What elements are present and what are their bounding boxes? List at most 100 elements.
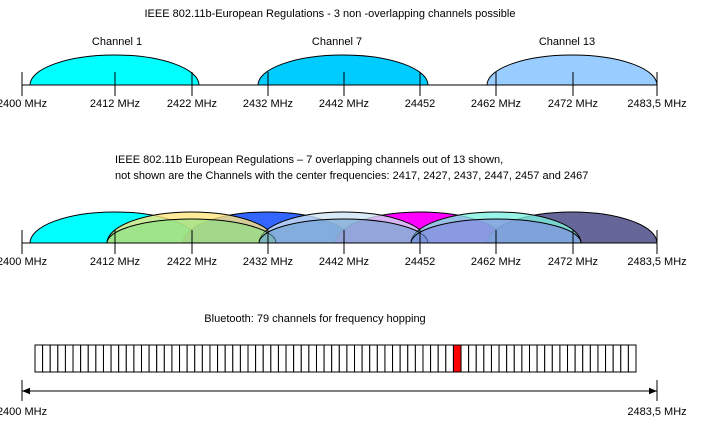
bt-channel bbox=[80, 344, 89, 373]
bt-channel bbox=[589, 344, 599, 373]
axis-label: 2462 MHz bbox=[471, 256, 521, 268]
axis-label: 2442 MHz bbox=[319, 256, 369, 268]
bt-channel bbox=[407, 344, 416, 373]
bt-channel bbox=[49, 344, 59, 373]
axis-label: 2442 MHz bbox=[319, 98, 369, 110]
bt-channel bbox=[87, 344, 97, 373]
bt-channel bbox=[209, 344, 219, 373]
axis-label: 24452 bbox=[405, 256, 436, 268]
bt-channel bbox=[300, 344, 310, 373]
bt-channel bbox=[392, 344, 401, 373]
bt-channel bbox=[141, 344, 150, 373]
bt-channel bbox=[171, 344, 181, 373]
bt-channel bbox=[422, 344, 432, 373]
bt-channel bbox=[460, 344, 470, 373]
bt-channel bbox=[475, 344, 485, 373]
bt-channel bbox=[95, 344, 104, 373]
axis-label: 2483,5 MHz bbox=[627, 406, 686, 418]
bt-channel bbox=[148, 344, 158, 373]
axis-label: 2432 MHz bbox=[243, 98, 293, 110]
channel-arc bbox=[257, 54, 429, 86]
bt-channel bbox=[186, 344, 196, 373]
title: IEEE 802.11b-European Regulations - 3 no… bbox=[145, 8, 516, 20]
axis-label: 2462 MHz bbox=[471, 98, 521, 110]
axis-label: 2483,5 MHz bbox=[627, 98, 686, 110]
axis-label: 2400 MHz bbox=[0, 256, 47, 268]
channel-label: Channel 13 bbox=[539, 36, 595, 48]
axis-label: 2483,5 MHz bbox=[627, 256, 686, 268]
bt-channel bbox=[156, 344, 165, 373]
bt-channel bbox=[255, 344, 264, 373]
bt-channel bbox=[445, 344, 454, 373]
axis-label: 2400 MHz bbox=[0, 98, 47, 110]
bt-channel bbox=[399, 344, 409, 373]
bt-channel bbox=[308, 344, 317, 373]
bt-channel bbox=[277, 344, 287, 373]
bt-channel bbox=[72, 344, 82, 373]
bt-channel bbox=[544, 344, 553, 373]
bt-channel bbox=[528, 344, 538, 373]
bt-channel bbox=[437, 344, 447, 373]
bt-channel bbox=[163, 344, 173, 373]
channel-label: Channel 1 bbox=[92, 36, 142, 48]
bt-channel bbox=[376, 344, 386, 373]
bt-channel bbox=[521, 344, 530, 373]
bt-channel bbox=[597, 344, 607, 373]
channel-label: Channel 7 bbox=[312, 36, 362, 48]
bt-channel bbox=[627, 344, 637, 373]
bt-channel bbox=[118, 344, 127, 373]
bt-channel bbox=[64, 344, 74, 373]
bt-channel bbox=[468, 344, 477, 373]
bt-channel bbox=[315, 344, 325, 373]
bt-channel bbox=[42, 344, 51, 373]
bt-channel bbox=[34, 344, 44, 373]
bt-channel bbox=[551, 344, 561, 373]
description: IEEE 802.11b European Regulations – 7 ov… bbox=[115, 154, 503, 166]
bt-channel bbox=[414, 344, 424, 373]
bt-channel bbox=[57, 344, 66, 373]
bt-channel bbox=[498, 344, 508, 373]
bt-channel bbox=[224, 344, 234, 373]
bt-channel bbox=[239, 344, 249, 373]
axis-label: 2432 MHz bbox=[243, 256, 293, 268]
bt-channel bbox=[354, 344, 363, 373]
title: Bluetooth: 79 channels for frequency hop… bbox=[204, 313, 425, 325]
description: not shown are the Channels with the cent… bbox=[115, 170, 588, 182]
bt-channel bbox=[270, 344, 279, 373]
bt-channel bbox=[513, 344, 523, 373]
bt-channel bbox=[217, 344, 226, 373]
axis-label: 2472 MHz bbox=[548, 98, 598, 110]
bt-channel bbox=[567, 344, 576, 373]
axis-label: 24452 bbox=[405, 98, 436, 110]
bt-channel bbox=[490, 344, 500, 373]
bt-channel bbox=[620, 344, 629, 373]
axis-label: 2412 MHz bbox=[90, 256, 140, 268]
bt-channel bbox=[582, 344, 591, 373]
bt-channel bbox=[285, 344, 295, 373]
bt-channel bbox=[262, 344, 272, 373]
bt-channel bbox=[361, 344, 371, 373]
bt-channel bbox=[102, 344, 112, 373]
bt-channel bbox=[125, 344, 135, 373]
channel-arc bbox=[486, 54, 658, 86]
bt-channel bbox=[194, 344, 203, 373]
bt-channel bbox=[247, 344, 257, 373]
bt-channel bbox=[559, 344, 569, 373]
bt-channel bbox=[369, 344, 378, 373]
bt-channel bbox=[574, 344, 584, 373]
bt-channel bbox=[483, 344, 492, 373]
bt-channel bbox=[110, 344, 120, 373]
bt-channel bbox=[293, 344, 302, 373]
bt-channel bbox=[612, 344, 622, 373]
bt-channel bbox=[506, 344, 515, 373]
bt-channel bbox=[384, 344, 394, 373]
axis-label: 2400 MHz bbox=[0, 406, 47, 418]
channel-arc bbox=[29, 54, 200, 86]
bt-channel bbox=[133, 344, 143, 373]
bt-channel bbox=[179, 344, 188, 373]
axis-label: 2412 MHz bbox=[90, 98, 140, 110]
bt-channel bbox=[452, 344, 462, 373]
bt-channel bbox=[536, 344, 546, 373]
bt-channel bbox=[331, 344, 340, 373]
